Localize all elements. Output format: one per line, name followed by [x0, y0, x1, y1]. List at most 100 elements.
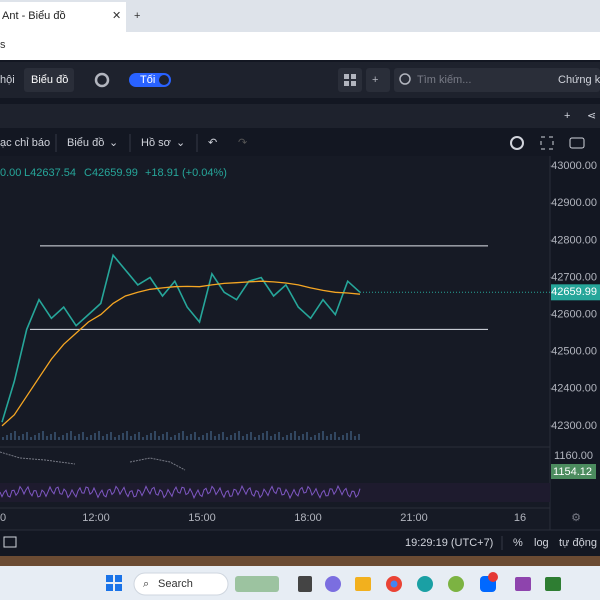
- y-tick-label: 42900.00: [551, 197, 597, 209]
- volume-bar: [62, 435, 64, 440]
- toolbar-item[interactable]: ạc chỉ báo: [0, 137, 50, 149]
- last-price-badge: [551, 284, 600, 301]
- legend-change: +18.91 (+0.04%): [145, 167, 227, 179]
- percent-toggle[interactable]: %: [513, 537, 523, 549]
- menu-item[interactable]: hội: [0, 74, 15, 86]
- volume-bar: [242, 436, 244, 440]
- volume-bar: [286, 435, 288, 440]
- volume-bar: [122, 433, 124, 440]
- app-icon[interactable]: [298, 576, 312, 592]
- volume-bar: [38, 433, 40, 440]
- toolbar-item[interactable]: Hồ sơ: [141, 137, 171, 149]
- layout-button[interactable]: [338, 68, 362, 92]
- volume-bar: [302, 434, 304, 440]
- volume-bar: [190, 434, 192, 440]
- range-icon[interactable]: [3, 536, 17, 548]
- volume-bar: [66, 433, 68, 440]
- volume-bar: [182, 431, 184, 440]
- axis-settings[interactable]: ⚙: [571, 512, 581, 524]
- x-tick-label: 12:00: [82, 512, 110, 524]
- volume-bar: [254, 437, 256, 440]
- volume-bar: [130, 436, 132, 440]
- settings-icon[interactable]: [510, 136, 524, 150]
- fullscreen-icon[interactable]: [540, 136, 554, 150]
- series-line: [1, 253, 361, 423]
- volume-bar: [158, 436, 160, 440]
- volume-bar: [98, 431, 100, 440]
- share-icon[interactable]: ⋖: [587, 110, 596, 122]
- volume-bar: [202, 435, 204, 440]
- app-icon[interactable]: [545, 577, 561, 591]
- x-tick-label: 16: [514, 512, 526, 524]
- volume-bar: [26, 432, 28, 440]
- start-icon[interactable]: [106, 575, 113, 582]
- y-tick-label: 42800.00: [551, 234, 597, 246]
- edge-icon[interactable]: [417, 576, 433, 592]
- log-toggle[interactable]: log: [534, 537, 549, 549]
- volume-bar: [314, 435, 316, 440]
- address-bar[interactable]: [0, 32, 600, 60]
- volume-bar: [330, 434, 332, 440]
- app-icon[interactable]: [325, 576, 341, 592]
- volume-bar: [326, 436, 328, 440]
- volume-bar: [306, 432, 308, 440]
- sub-bar: [0, 104, 600, 128]
- chrome-icon-center: [390, 580, 398, 588]
- app-icon[interactable]: [515, 577, 531, 591]
- app-icon[interactable]: [448, 576, 464, 592]
- volume-bar: [186, 436, 188, 440]
- volume-bar: [278, 432, 280, 440]
- status-bar: [0, 530, 600, 556]
- volume-bar: [138, 432, 140, 440]
- volume-bar: [142, 437, 144, 440]
- volume-bar: [6, 435, 8, 440]
- redo[interactable]: ↷: [238, 137, 247, 149]
- y-tick-label: 42300.00: [551, 420, 597, 432]
- tab-close[interactable]: ✕: [112, 10, 121, 22]
- y-tick-label: 42600.00: [551, 308, 597, 320]
- volume-bar: [22, 434, 24, 440]
- volume-bar: [346, 433, 348, 440]
- camera-icon[interactable]: [569, 137, 585, 149]
- volume-bar: [150, 433, 152, 440]
- menu-active-bg: [24, 68, 74, 92]
- volume-bar: [34, 435, 36, 440]
- menu-item[interactable]: Chứng k: [558, 74, 600, 86]
- tab[interactable]: [0, 2, 126, 32]
- app-icon[interactable]: [355, 577, 371, 591]
- volume-bar: [78, 434, 80, 440]
- add-button[interactable]: [366, 68, 390, 92]
- volume-bar: [294, 431, 296, 440]
- auto-toggle[interactable]: tự động: [559, 537, 597, 549]
- settings-icon[interactable]: [94, 72, 110, 88]
- start-icon: [115, 575, 122, 582]
- new-tab[interactable]: +: [134, 10, 140, 22]
- volume-bar: [218, 434, 220, 440]
- icon: [351, 74, 356, 79]
- volume-bar: [234, 433, 236, 440]
- volume-bar: [106, 434, 108, 440]
- search-box[interactable]: [394, 68, 600, 92]
- volume-bar: [170, 437, 172, 440]
- volume-bar: [30, 437, 32, 440]
- volume-bar: [262, 433, 264, 440]
- x-tick-label: 21:00: [400, 512, 428, 524]
- taskbar-search[interactable]: [133, 572, 229, 596]
- x-tick-label: 0: [0, 512, 6, 524]
- dropdown-caret: ⌄: [109, 137, 118, 149]
- ohlc-legend: 0.00 L42637.54 C42659.99 +18.91 (+0.04%): [0, 167, 227, 179]
- toggle-knob: [159, 75, 169, 85]
- volume-bar: [46, 436, 48, 440]
- volume-bar: [50, 434, 52, 440]
- volume-bar: [222, 432, 224, 440]
- add-icon[interactable]: +: [564, 110, 570, 122]
- widget[interactable]: [235, 576, 279, 592]
- y-tick-label: 42400.00: [551, 383, 597, 395]
- toolbar-item[interactable]: Biểu đồ: [67, 137, 104, 149]
- volume-bar: [10, 433, 12, 440]
- undo[interactable]: ↶: [208, 137, 217, 149]
- menu-item[interactable]: Biểu đồ: [31, 74, 68, 86]
- volume-bar: [266, 431, 268, 440]
